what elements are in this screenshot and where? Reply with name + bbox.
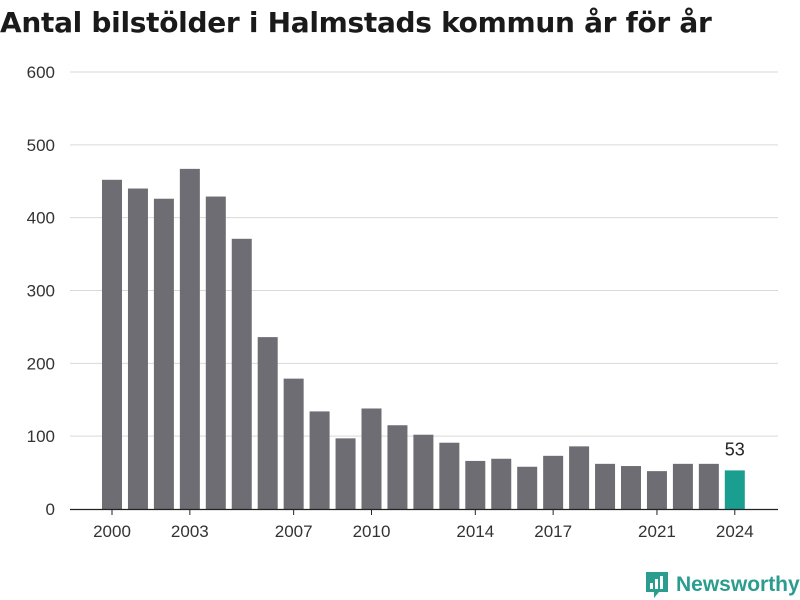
y-axis-ticks: 0 100 200 300 400 500 600 — [27, 63, 55, 519]
bar-2004 — [205, 196, 226, 510]
x-axis: 2000 2003 2007 2010 2014 2017 2021 2024 — [70, 508, 778, 541]
bar-2018 — [569, 446, 590, 509]
y-tick-label: 0 — [46, 500, 55, 519]
bar-2005 — [231, 238, 252, 509]
bar-2013 — [439, 442, 460, 509]
data-label-2024: 53 — [725, 439, 745, 459]
x-tick-label: 2017 — [534, 522, 572, 541]
bar-2006 — [257, 337, 278, 509]
bar-2003 — [179, 168, 200, 509]
bar-2011 — [387, 425, 408, 509]
x-tick-label: 2007 — [275, 522, 313, 541]
bar-2019 — [595, 463, 616, 509]
bar-2017 — [543, 455, 564, 509]
bar-2016 — [517, 466, 538, 509]
bar-2010 — [361, 408, 382, 509]
bar-2012 — [413, 434, 434, 509]
x-tick-label: 2014 — [456, 522, 494, 541]
y-tick-label: 400 — [27, 209, 55, 228]
bar-2001 — [127, 188, 148, 510]
y-tick-label: 500 — [27, 136, 55, 155]
bar-2008 — [309, 411, 330, 509]
bar-2021 — [646, 471, 667, 509]
y-tick-label: 600 — [27, 63, 55, 82]
bar-2002 — [153, 198, 174, 510]
y-tick-label: 100 — [27, 427, 55, 446]
brand-name: Newsworthy — [676, 573, 800, 596]
data-labels: 53 — [725, 439, 745, 459]
bar-2020 — [621, 466, 641, 509]
bars — [102, 168, 745, 510]
x-tick-label: 2024 — [716, 522, 754, 541]
bar-2022 — [672, 463, 693, 509]
bar-2015 — [491, 458, 512, 509]
x-tick-label: 2000 — [93, 522, 131, 541]
bar-2007 — [283, 378, 304, 509]
bar-2014 — [465, 460, 486, 509]
x-tick-label: 2010 — [353, 522, 391, 541]
newsworthy-brand: Newsworthy — [644, 570, 800, 600]
bar-2023 — [698, 463, 719, 509]
y-tick-label: 300 — [27, 282, 55, 301]
gridlines — [70, 71, 778, 437]
x-tick-label: 2021 — [638, 522, 676, 541]
bar-2009 — [335, 438, 356, 509]
x-tick-label: 2003 — [171, 522, 209, 541]
y-tick-label: 200 — [27, 354, 55, 373]
bar-2000 — [102, 179, 122, 509]
newsworthy-logo-icon — [646, 572, 668, 598]
chart-title: Antal bilstölder i Halmstads kommun år f… — [0, 6, 712, 39]
bar-2024 — [724, 470, 745, 509]
